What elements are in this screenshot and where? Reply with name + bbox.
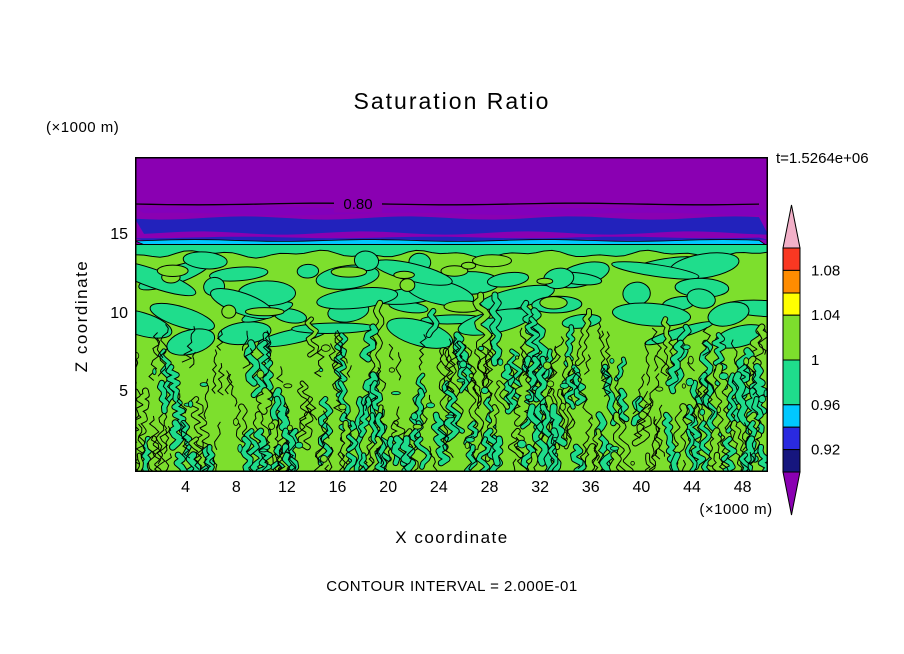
colorbar-segment [782, 426, 801, 451]
colorbar-label: 0.92 [811, 442, 840, 459]
colorbar-segment [782, 269, 801, 294]
y-axis-unit: (×1000 m) [46, 119, 120, 136]
x-tick-label: 48 [733, 479, 752, 496]
colorbar-segment [782, 292, 801, 316]
x-tick-label: 24 [429, 479, 448, 496]
contour-field: 0.80 [135, 157, 768, 472]
x-tick-label: 4 [181, 479, 191, 496]
dark-purple-band [135, 205, 768, 216]
y-tick-label: 15 [110, 225, 128, 243]
colorbar-segment [782, 449, 801, 473]
colorbar-segment [782, 247, 801, 271]
colorbar-arrow-top [782, 204, 801, 249]
x-tick-label: 8 [231, 479, 241, 496]
x-tick-label: 40 [632, 479, 651, 496]
x-tick-label: 20 [379, 479, 398, 496]
x-tick-label: 16 [328, 479, 347, 496]
time-annotation: t=1.5264e+06 [776, 150, 869, 167]
x-tick-label: 36 [581, 479, 600, 496]
spring-cap-band [135, 244, 768, 259]
inversion-band [135, 216, 768, 235]
contour-interval-note: CONTOUR INTERVAL = 2.000E-01 [326, 578, 578, 595]
colorbar-segment [782, 404, 801, 428]
colorbar-label: 1 [811, 352, 819, 369]
colorbar-label: 1.08 [811, 262, 840, 279]
x-tick-label: 12 [278, 479, 296, 496]
colorbar-segment [782, 314, 801, 361]
colorbar-arrow-bottom [782, 471, 801, 516]
y-tick-label: 10 [110, 304, 128, 322]
x-tick-label: 28 [480, 479, 499, 496]
plot-frame [135, 157, 768, 472]
x-tick-label: 44 [683, 479, 701, 496]
squiggles-group [135, 322, 768, 472]
contour-label-bg [334, 195, 382, 213]
contour-label: 0.80 [343, 196, 372, 213]
x-tick-label: 32 [531, 479, 550, 496]
contour-line-080 [135, 202, 760, 206]
colorbar-label: 1.04 [811, 307, 840, 324]
contour-plot: 0.80 [135, 157, 768, 472]
x-axis-unit: (×1000 m) [699, 501, 773, 518]
y-tick-label: 5 [119, 383, 128, 401]
y-axis-label: Z coordinate [72, 259, 91, 373]
x-axis-label: X coordinate [395, 528, 509, 547]
colorbar-label: 0.96 [811, 397, 840, 414]
colorbar: 1.08 1.04 1 0.96 0.92 [782, 204, 840, 516]
page-title: Saturation Ratio [353, 88, 551, 114]
colorbar-segment [782, 359, 801, 406]
thin-navy-band [135, 236, 768, 242]
